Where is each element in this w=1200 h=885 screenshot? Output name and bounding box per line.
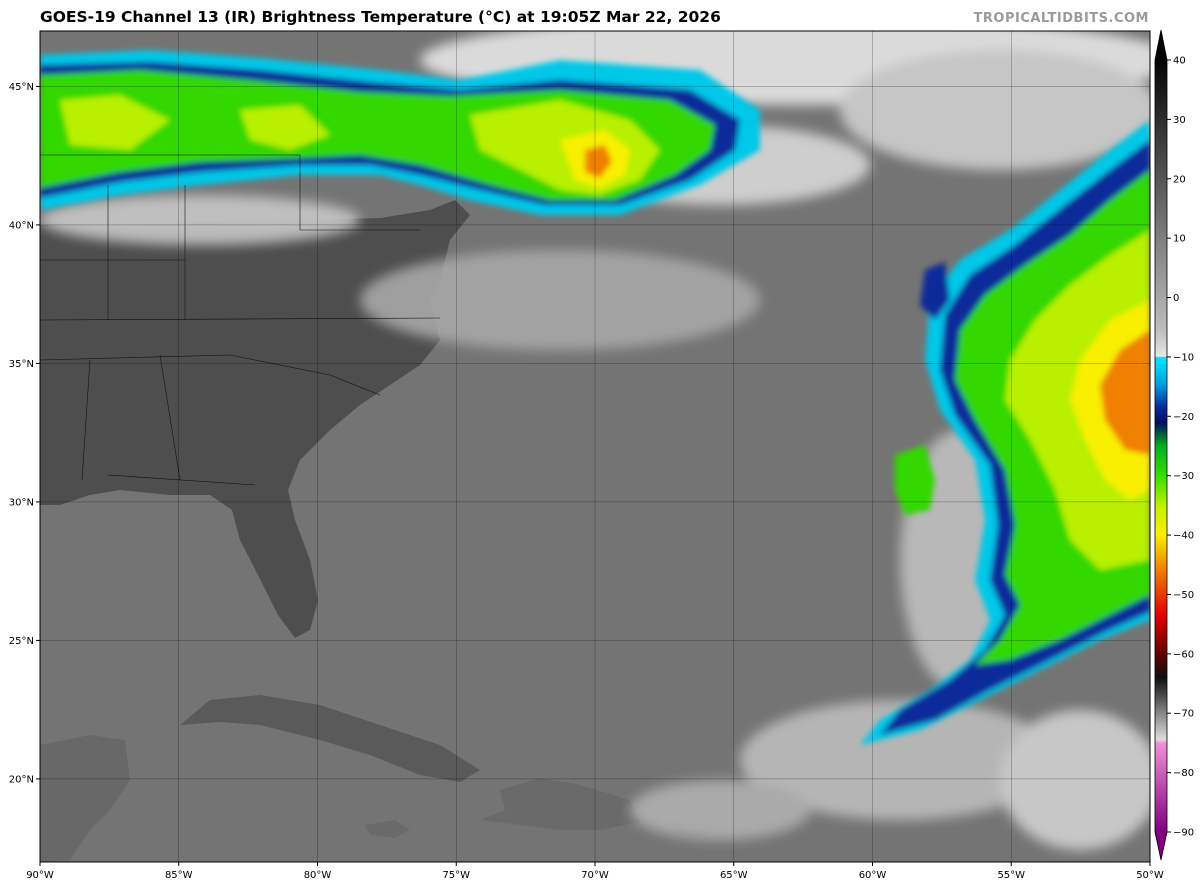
lon-tick-label: 70°W bbox=[581, 870, 609, 881]
colorbar-tick-label: −10 bbox=[1173, 352, 1194, 363]
colorbar-tick-label: −30 bbox=[1173, 471, 1194, 482]
colorbar-tick-label: 40 bbox=[1173, 56, 1186, 67]
jamaica bbox=[365, 820, 410, 838]
colorbar-tick-label: −60 bbox=[1173, 649, 1194, 660]
lat-tick-label: 25°N bbox=[9, 636, 34, 647]
lon-tick-label: 80°W bbox=[304, 870, 332, 881]
hispaniola bbox=[480, 778, 640, 830]
lon-tick-label: 65°W bbox=[720, 870, 748, 881]
latitude-axis: 45°N 40°N 35°N 30°N 25°N 20°N bbox=[9, 82, 40, 785]
lat-tick-label: 45°N bbox=[9, 82, 34, 93]
colorbar-bottom-arrow bbox=[1155, 832, 1167, 860]
colorbar-tick-label: −20 bbox=[1173, 412, 1194, 423]
colorbar: 40 30 20 10 0 −10 −20 −30 −40 −50 −60 −70 −80 −90 bbox=[1154, 29, 1194, 861]
colorbar-tick-label: −40 bbox=[1173, 531, 1194, 542]
yucatan bbox=[40, 735, 130, 862]
map-title: GOES-19 Channel 13 (IR) Brightness Tempe… bbox=[40, 8, 721, 26]
lon-tick-label: 55°W bbox=[997, 870, 1025, 881]
colorbar-tick-label: −50 bbox=[1173, 590, 1194, 601]
us-mainland bbox=[40, 200, 470, 638]
colorbar-tick-label: −90 bbox=[1173, 828, 1194, 839]
lon-tick-label: 75°W bbox=[442, 870, 470, 881]
boundary-lines bbox=[40, 154, 441, 486]
colorbar-tick-label: 0 bbox=[1173, 293, 1179, 304]
gridlines bbox=[39, 31, 1151, 862]
lon-tick-label: 50°W bbox=[1136, 870, 1164, 881]
colorbar-tick-label: −80 bbox=[1173, 768, 1194, 779]
lat-tick-label: 30°N bbox=[9, 497, 34, 508]
imagery-layer bbox=[40, 31, 1150, 862]
lat-tick-label: 40°N bbox=[9, 220, 34, 231]
colorbar-tick-label: 10 bbox=[1173, 234, 1186, 245]
northern-cloud-band bbox=[40, 50, 760, 215]
credit-watermark: TROPICALTIDBITS.COM bbox=[973, 11, 1149, 26]
colorbar-tick-label: 30 bbox=[1173, 115, 1186, 126]
lon-tick-label: 90°W bbox=[26, 870, 54, 881]
lon-tick-label: 60°W bbox=[859, 870, 887, 881]
lat-tick-label: 35°N bbox=[9, 359, 34, 370]
colorbar-scale bbox=[1155, 60, 1167, 832]
lat-tick-label: 20°N bbox=[9, 774, 34, 785]
colorbar-top-arrow bbox=[1155, 30, 1167, 60]
colorbar-tick-label: 20 bbox=[1173, 174, 1186, 185]
atlantic-storm-system bbox=[860, 120, 1150, 745]
cuba bbox=[180, 695, 480, 782]
lon-tick-label: 85°W bbox=[165, 870, 193, 881]
colorbar-tick-label: −70 bbox=[1173, 709, 1194, 720]
longitude-axis: 90°W 85°W 80°W 75°W 70°W 65°W 60°W 55°W 50°W bbox=[26, 862, 1164, 881]
